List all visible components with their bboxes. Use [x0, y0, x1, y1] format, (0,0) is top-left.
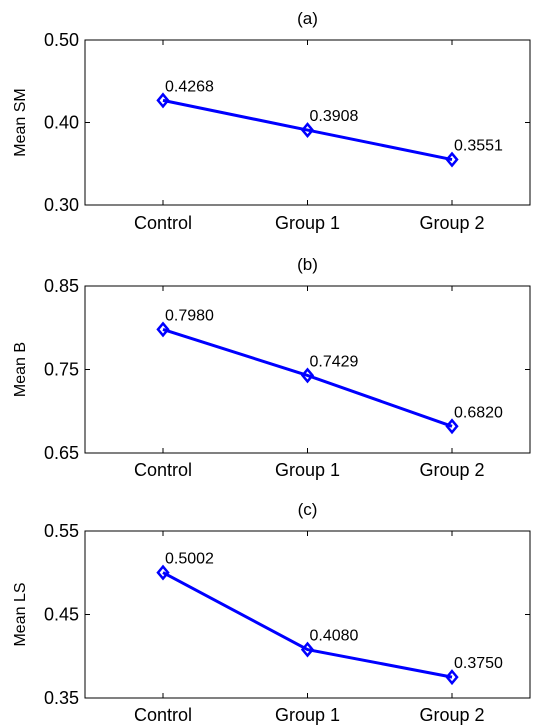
- series-line: [162, 327, 453, 428]
- chart-panel-3: (c) 0.35 0.45 0.55 Control Group 1 Group 2 Mean…: [12, 500, 531, 725]
- chart-title: (c): [298, 500, 318, 519]
- x-tick-label: Control: [134, 705, 192, 725]
- series-line: [162, 98, 453, 162]
- chart-title: (b): [297, 255, 318, 274]
- x-tick-label: Control: [134, 460, 192, 480]
- data-point-marker: [445, 418, 459, 435]
- data-point-marker: [300, 641, 315, 658]
- x-tick-label: Group 2: [419, 460, 484, 480]
- chart-title: (a): [297, 9, 318, 28]
- chart-panel-1: (a) 0.30 0.40 0.50 Control Group 1 Group 2 Mean…: [12, 9, 531, 233]
- x-tick-label: Group 1: [275, 705, 340, 725]
- series-line: [162, 571, 453, 679]
- y-tick-label: 0.40: [44, 113, 79, 133]
- y-tick-label: 0.30: [44, 195, 79, 215]
- data-label: 0.7429: [310, 353, 359, 370]
- y-tick-label: 0.45: [44, 605, 79, 625]
- data-point-marker: [156, 564, 170, 581]
- data-label: 0.3551: [454, 138, 503, 155]
- x-tick-label: Control: [134, 213, 192, 233]
- data-label: 0.4080: [310, 628, 359, 645]
- data-label: 0.5002: [165, 551, 214, 568]
- axes-box: [84, 530, 531, 699]
- y-tick-label: 0.65: [44, 443, 79, 463]
- data-label: 0.3908: [310, 108, 359, 125]
- chart-panel-2: (b) 0.65 0.75 0.85 Control Group 1 Group 2 Mean…: [12, 255, 531, 480]
- y-tick-label: 0.50: [44, 30, 79, 50]
- data-point-marker: [300, 122, 315, 139]
- y-tick-label: 0.35: [44, 688, 79, 708]
- data-label: 0.6820: [454, 404, 503, 421]
- y-tick-label: 0.55: [44, 521, 79, 541]
- data-point-marker: [156, 92, 170, 109]
- data-label: 0.3750: [454, 655, 503, 672]
- x-tick-label: Group 1: [275, 213, 340, 233]
- x-tick-label: Group 2: [419, 213, 484, 233]
- y-tick-label: 0.85: [44, 276, 79, 296]
- y-axis-label: Mean B: [12, 342, 29, 397]
- y-axis-label: Mean LS: [12, 582, 29, 646]
- data-point-marker: [445, 151, 459, 168]
- y-axis-label: Mean SM: [12, 88, 29, 156]
- data-label: 0.7980: [165, 307, 214, 324]
- data-label: 0.4268: [165, 78, 214, 95]
- data-point-marker: [300, 367, 315, 384]
- x-tick-label: Group 2: [419, 705, 484, 725]
- y-tick-label: 0.75: [44, 360, 79, 380]
- data-point-marker: [445, 669, 459, 686]
- x-tick-label: Group 1: [275, 460, 340, 480]
- data-point-marker: [156, 321, 170, 338]
